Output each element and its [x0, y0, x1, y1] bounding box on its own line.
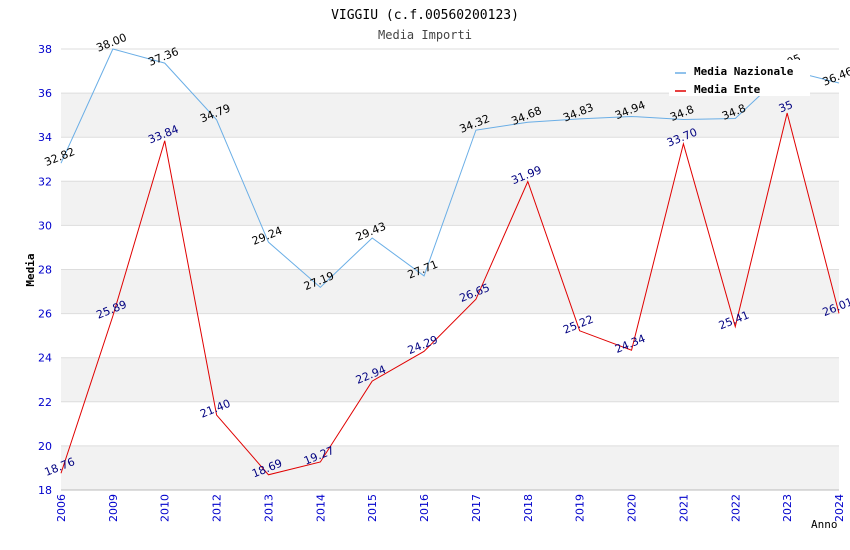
- gridlines: [61, 48, 839, 491]
- x-tick-label: 2012: [211, 494, 224, 522]
- legend: Media Nazionale Media Ente: [669, 60, 810, 96]
- y-tick-label: 18: [38, 484, 52, 497]
- x-tick-label: 2020: [626, 494, 639, 522]
- x-tick-label: 2010: [159, 494, 172, 522]
- chart-title: VIGGIU (c.f.00560200123): [331, 8, 519, 23]
- x-tick-label: 2014: [314, 494, 327, 522]
- y-tick-label: 34: [38, 131, 52, 144]
- y-axis-ticks: 18 20 22 24 26 28 30 32 34 36 38: [38, 43, 52, 497]
- y-tick-label: 20: [38, 440, 52, 453]
- y-axis-label: Media: [24, 253, 37, 286]
- x-tick-label: 2019: [574, 494, 587, 522]
- series-lines: [60, 48, 840, 476]
- y-tick-label: 36: [38, 87, 52, 100]
- series-line-media-ente: [60, 112, 840, 476]
- y-tick-label: 30: [38, 219, 52, 232]
- x-tick-label: 2006: [55, 494, 68, 522]
- y-tick-label: 32: [38, 175, 52, 188]
- legend-label-nazionale: Media Nazionale: [694, 65, 794, 78]
- grid-band: [61, 93, 839, 138]
- y-tick-label: 28: [38, 264, 52, 277]
- grid-band: [61, 269, 839, 314]
- data-label: 35: [777, 98, 795, 115]
- x-axis-ticks: 2006 2009 2010 2012 2013 2014 2015 2016 2017 2018…: [55, 494, 846, 522]
- y-tick-label: 38: [38, 43, 52, 56]
- grid-band: [61, 445, 839, 490]
- x-axis-label: Anno: [811, 518, 838, 531]
- x-tick-label: 2016: [418, 494, 431, 522]
- series-line-media-nazionale: [60, 48, 840, 289]
- chart-subtitle: Media Importi: [378, 28, 472, 42]
- x-tick-label: 2021: [677, 494, 690, 522]
- y-tick-label: 26: [38, 308, 52, 321]
- legend-label-ente: Media Ente: [694, 83, 761, 96]
- y-tick-label: 22: [38, 396, 52, 409]
- legend-box: [669, 60, 810, 96]
- x-tick-label: 2017: [470, 494, 483, 522]
- x-tick-label: 2015: [366, 494, 379, 522]
- x-tick-label: 2018: [522, 494, 535, 522]
- x-tick-label: 2024: [833, 494, 846, 522]
- x-tick-label: 2013: [262, 494, 275, 522]
- x-tick-label: 2009: [107, 494, 120, 522]
- grid-band: [61, 357, 839, 402]
- x-tick-label: 2023: [781, 494, 794, 522]
- x-tick-label: 2022: [729, 494, 742, 522]
- y-tick-label: 24: [38, 352, 52, 365]
